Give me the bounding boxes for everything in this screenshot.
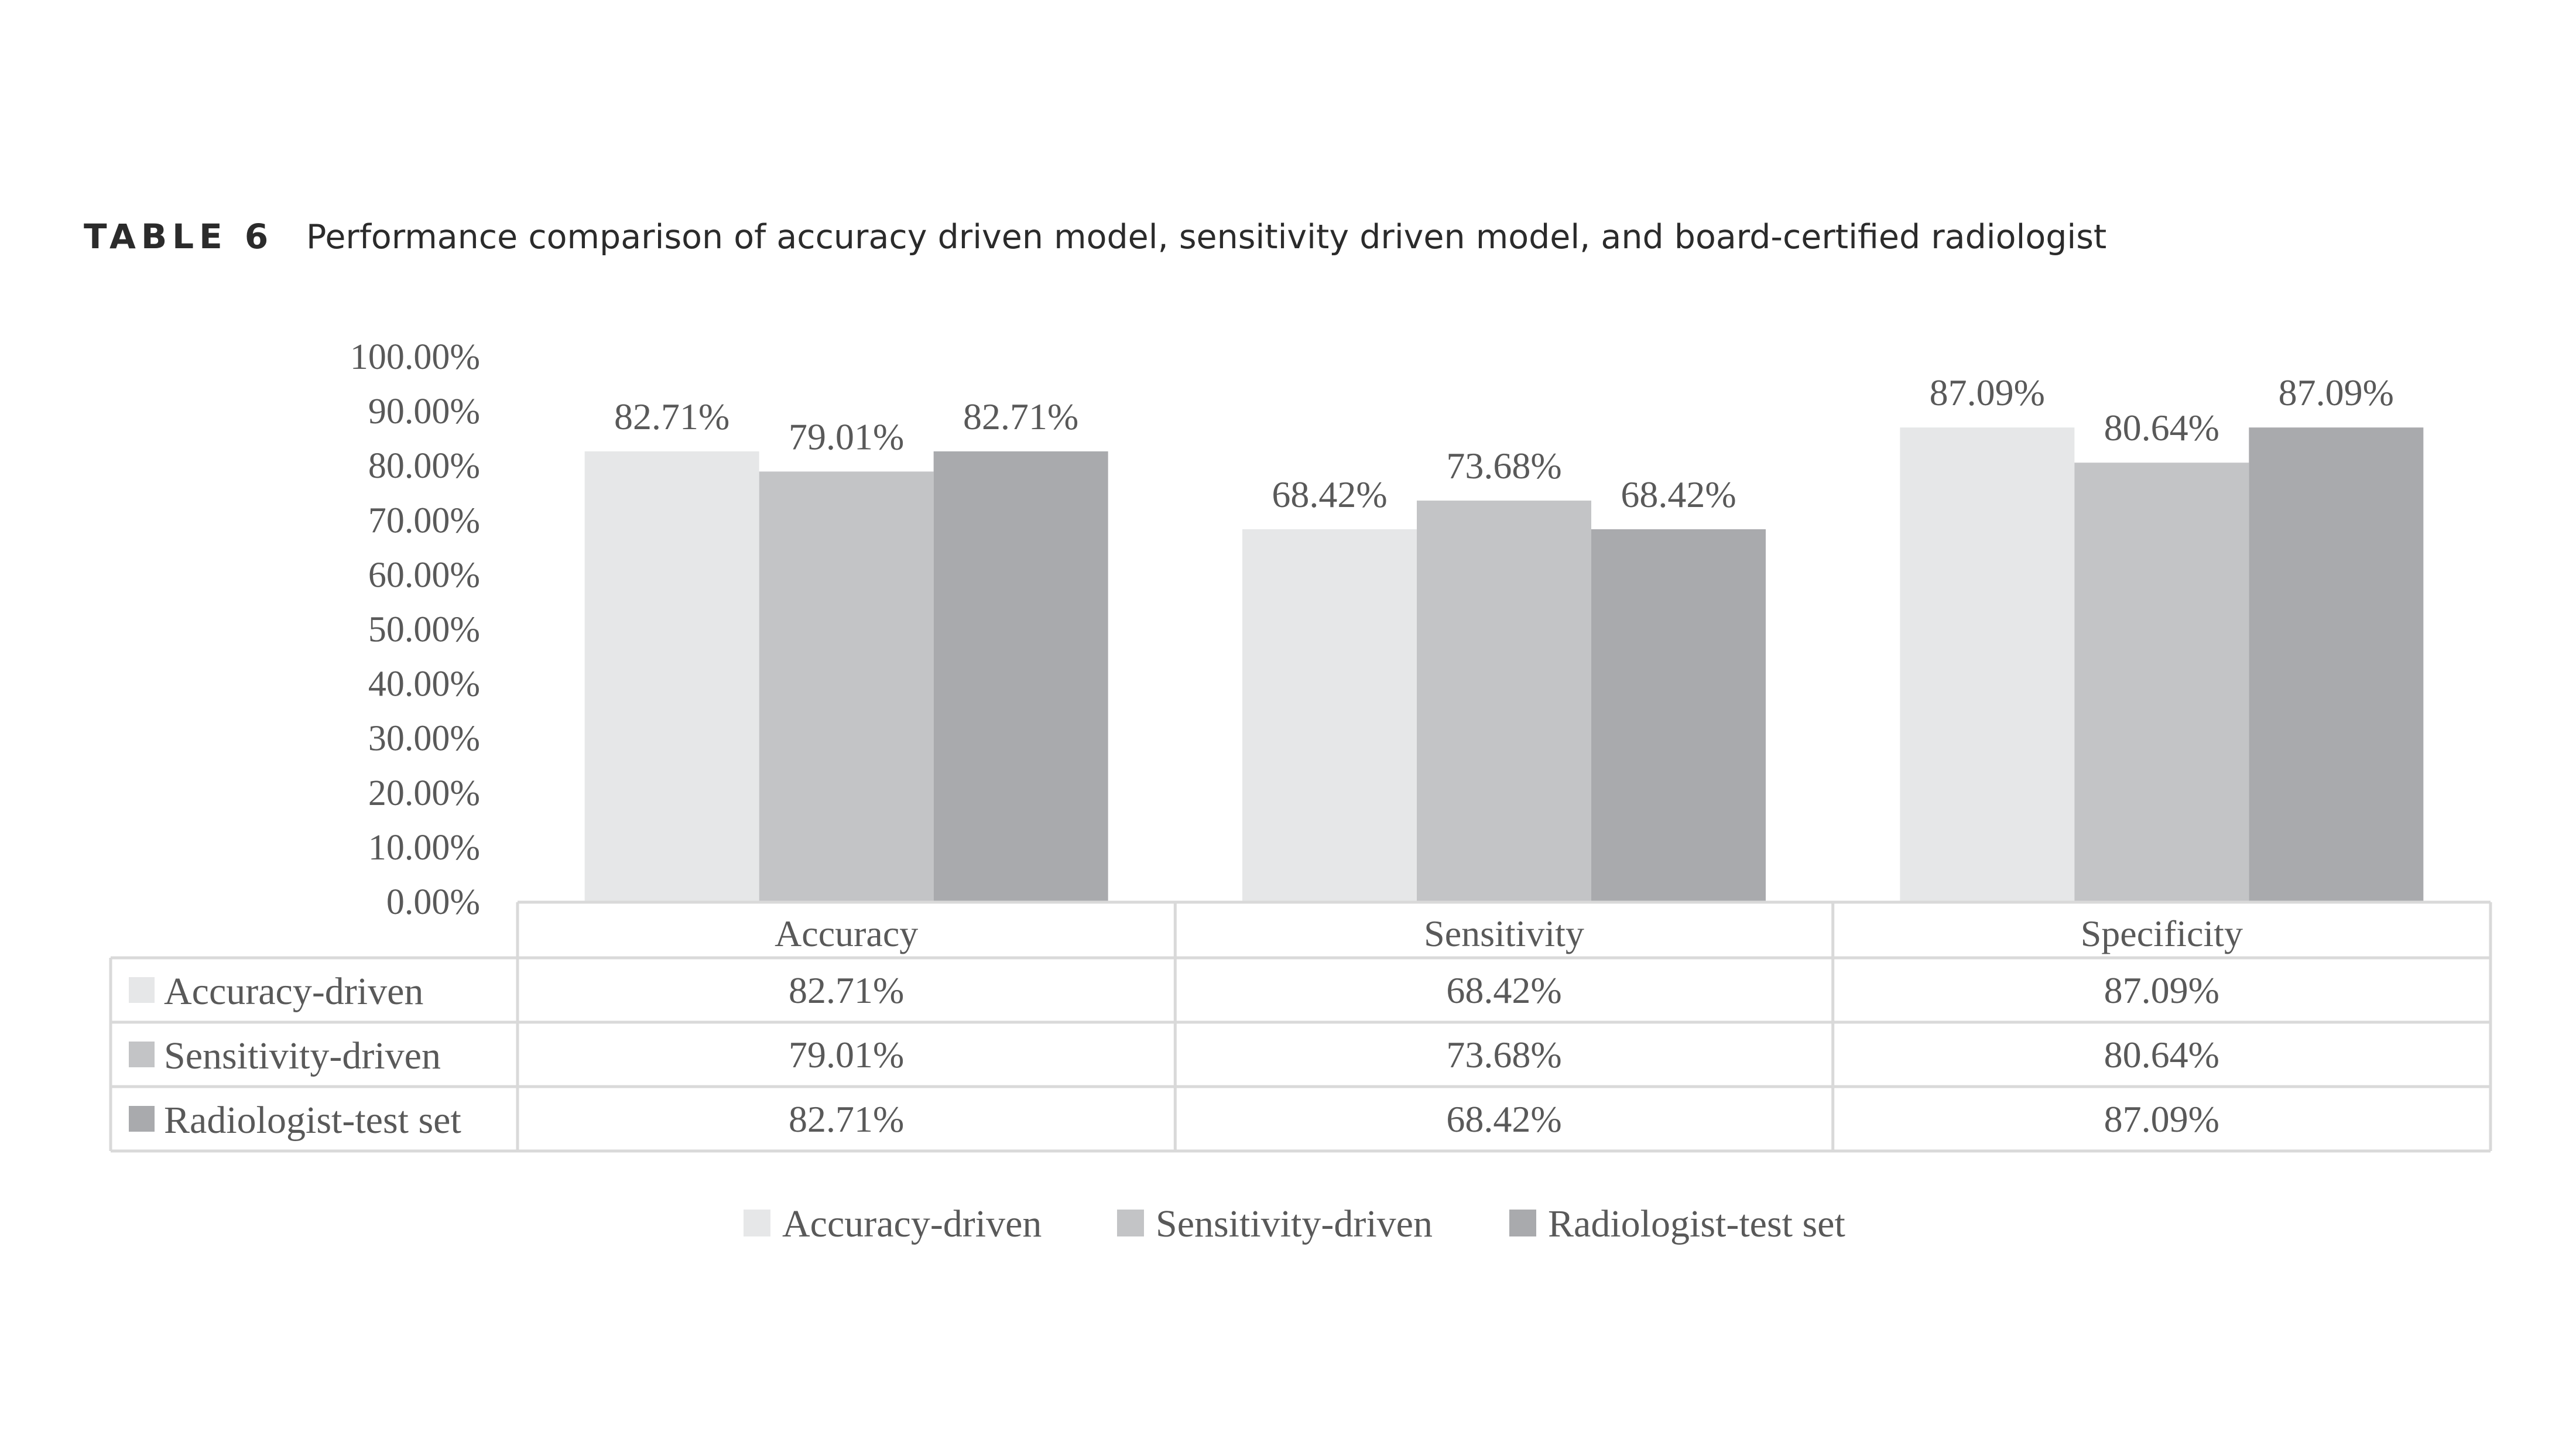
- y-tick-label: 20.00%: [368, 773, 480, 813]
- bar: [1900, 427, 2075, 902]
- bar: [1417, 501, 1591, 902]
- data-label: 79.01%: [789, 416, 904, 457]
- table-caption: Performance comparison of accuracy drive…: [306, 218, 2107, 256]
- table-cell: 80.64%: [2104, 1034, 2219, 1075]
- bar: [2074, 463, 2249, 902]
- legend-swatch: [744, 1210, 770, 1236]
- data-label: 87.09%: [2279, 372, 2394, 413]
- legend-swatch: [1509, 1210, 1536, 1236]
- data-label: 82.71%: [614, 396, 729, 437]
- data-label: 68.42%: [1272, 474, 1387, 515]
- legend-entry: Sensitivity-driven: [1156, 1203, 1433, 1245]
- bar: [584, 451, 759, 902]
- x-category-label: Accuracy: [775, 913, 918, 954]
- data-label: 80.64%: [2104, 407, 2219, 448]
- legend-entry: Radiologist-test set: [1548, 1203, 1845, 1245]
- legend-key: [129, 1042, 155, 1067]
- y-tick-label: 100.00%: [350, 337, 480, 377]
- bar: [933, 451, 1108, 902]
- y-tick-label: 70.00%: [368, 501, 480, 540]
- x-category-label: Sensitivity: [1424, 913, 1584, 954]
- bar: [1591, 529, 1766, 902]
- y-tick-label: 40.00%: [368, 664, 480, 704]
- legend-key: [129, 1106, 155, 1132]
- table-cell: 68.42%: [1446, 970, 1561, 1011]
- table-row-label: Radiologist-test set: [164, 1099, 461, 1142]
- legend-key: [129, 977, 155, 1003]
- data-label: 87.09%: [1930, 372, 2045, 413]
- table-label: TABLE 6: [84, 217, 274, 256]
- y-tick-label: 60.00%: [368, 555, 480, 595]
- table-row-label: Accuracy-driven: [164, 970, 423, 1013]
- data-label: 68.42%: [1621, 474, 1736, 515]
- y-tick-label: 0.00%: [386, 882, 480, 922]
- legend-swatch: [1117, 1210, 1144, 1236]
- table-cell: 87.09%: [2104, 970, 2219, 1011]
- y-tick-label: 50.00%: [368, 610, 480, 650]
- table-cell: 68.42%: [1446, 1098, 1561, 1140]
- table-cell: 82.71%: [789, 1098, 904, 1140]
- y-tick-label: 90.00%: [368, 392, 480, 431]
- bar: [2249, 427, 2424, 902]
- y-tick-label: 80.00%: [368, 446, 480, 486]
- data-label: 73.68%: [1446, 445, 1561, 487]
- bar: [759, 471, 934, 902]
- table-cell: 87.09%: [2104, 1098, 2219, 1140]
- table-title: TABLE 6 Performance comparison of accurac…: [84, 217, 2106, 256]
- y-tick-label: 30.00%: [368, 719, 480, 759]
- table-cell: 73.68%: [1446, 1034, 1561, 1075]
- bar: [1242, 529, 1417, 902]
- table-row-label: Sensitivity-driven: [164, 1034, 441, 1077]
- table-cell: 82.71%: [789, 970, 904, 1011]
- y-tick-label: 10.00%: [368, 828, 480, 868]
- x-category-label: Specificity: [2081, 913, 2243, 954]
- data-label: 82.71%: [963, 396, 1078, 437]
- legend-entry: Accuracy-driven: [782, 1203, 1042, 1245]
- table-cell: 79.01%: [789, 1034, 904, 1075]
